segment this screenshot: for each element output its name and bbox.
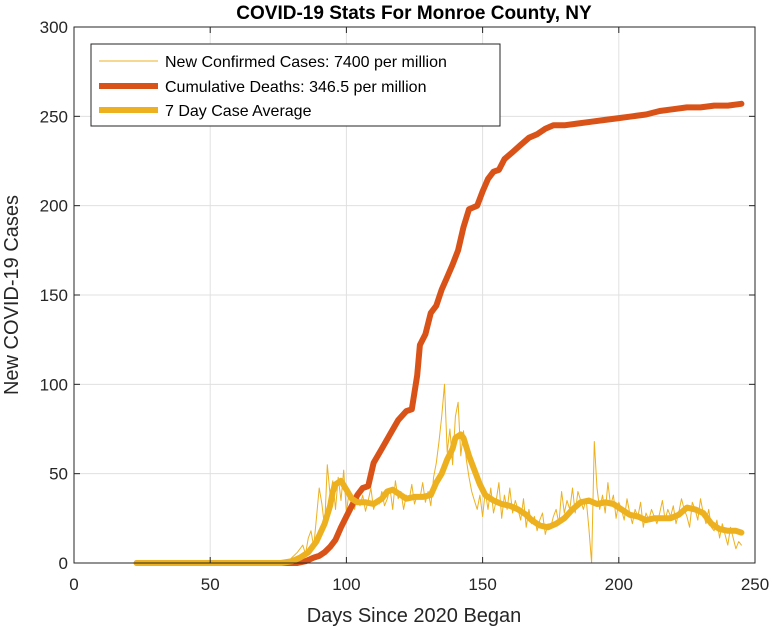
- legend-box: [90, 43, 501, 127]
- x-tick-label: 200: [605, 575, 633, 594]
- x-tick-label: 100: [332, 575, 360, 594]
- y-tick-label: 200: [40, 197, 68, 216]
- y-tick-label: 50: [49, 465, 68, 484]
- x-tick-label: 50: [201, 575, 220, 594]
- x-tick-label: 0: [69, 575, 78, 594]
- y-tick-label: 100: [40, 375, 68, 394]
- y-tick-label: 150: [40, 286, 68, 305]
- x-axis-label: Days Since 2020 Began: [307, 605, 522, 627]
- x-tick-label: 150: [468, 575, 496, 594]
- legend-label-cumulative-deaths: Cumulative Deaths: 346.5 per million: [165, 79, 426, 96]
- series-cumulative-deaths: [133, 100, 745, 566]
- series-7-day-case-average: [133, 431, 745, 566]
- y-axis-label: New COVID-19 Cases: [1, 195, 23, 395]
- chart-title: COVID-19 Stats For Monroe County, NY: [236, 3, 592, 24]
- ticks: 0 50 100 150 200 250 0 50 100 150 200 250 300: [40, 18, 770, 594]
- legend-label-new-cases: New Confirmed Cases: 7400 per million: [165, 54, 447, 71]
- y-tick-label: 250: [40, 107, 68, 126]
- x-tick-label: 250: [741, 575, 769, 594]
- y-tick-label: 300: [40, 18, 68, 37]
- legend-label-7-day-average: 7 Day Case Average: [165, 103, 312, 120]
- y-tick-label: 0: [59, 554, 68, 573]
- series-layer: [133, 100, 745, 566]
- legend: New Confirmed Cases: 7400 per million Cu…: [90, 43, 501, 127]
